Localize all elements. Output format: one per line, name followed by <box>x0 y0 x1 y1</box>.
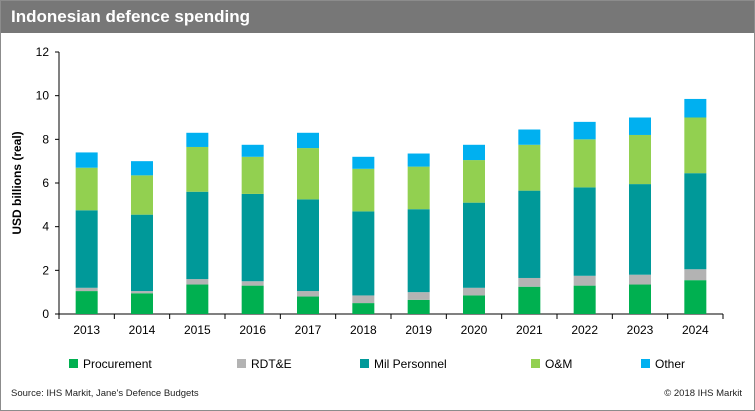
bar-o-m-2023 <box>629 134 651 185</box>
x-tick-label: 2024 <box>682 323 709 337</box>
x-tick-label: 2016 <box>239 323 266 337</box>
bar-procurement-2024 <box>684 280 707 314</box>
bar-o-m-2024 <box>684 117 707 174</box>
bar-other-2013 <box>75 152 98 168</box>
x-tick-label: 2022 <box>571 323 598 337</box>
bar-o-m-2017 <box>297 148 319 200</box>
copyright-note: © 2018 IHS Markit <box>664 388 742 399</box>
bar-o-m-2013 <box>75 167 98 211</box>
title-bar: Indonesian defence spending <box>1 1 754 33</box>
legend-label: O&M <box>545 357 572 371</box>
bar-procurement-2013 <box>75 291 98 314</box>
bar-rdt-e-2018 <box>352 295 375 304</box>
x-tick-label: 2014 <box>129 323 156 337</box>
bar-o-m-2018 <box>352 168 375 212</box>
bar-procurement-2014 <box>131 293 153 314</box>
bar-procurement-2022 <box>573 285 596 314</box>
x-tick-label: 2013 <box>73 323 100 337</box>
bar-mil-personnel-2017 <box>297 199 319 292</box>
bar-other-2022 <box>573 121 596 140</box>
x-tick-label: 2021 <box>516 323 543 337</box>
bar-other-2021 <box>518 129 541 145</box>
legend-label: Mil Personnel <box>374 357 447 371</box>
bar-procurement-2015 <box>186 284 209 314</box>
bar-procurement-2016 <box>241 285 264 314</box>
bar-rdt-e-2021 <box>518 277 541 287</box>
bar-mil-personnel-2023 <box>629 184 651 275</box>
legend-swatch <box>360 359 369 368</box>
x-tick-label: 2019 <box>405 323 432 337</box>
x-tick-label: 2017 <box>295 323 322 337</box>
x-tick-label: 2023 <box>627 323 654 337</box>
bar-mil-personnel-2024 <box>684 173 707 270</box>
chart-title: Indonesian defence spending <box>11 7 250 26</box>
bar-mil-personnel-2014 <box>131 214 153 292</box>
bar-rdt-e-2019 <box>407 292 430 300</box>
legend-swatch <box>237 359 246 368</box>
bar-mil-personnel-2020 <box>463 202 485 288</box>
y-tick-label: 2 <box>42 263 49 277</box>
bar-o-m-2016 <box>241 156 264 194</box>
bar-o-m-2019 <box>407 166 430 210</box>
bar-rdt-e-2015 <box>186 279 209 285</box>
bar-mil-personnel-2016 <box>241 193 264 282</box>
bar-mil-personnel-2015 <box>186 191 209 280</box>
bar-o-m-2021 <box>518 144 541 191</box>
bar-rdt-e-2017 <box>297 291 319 297</box>
bar-other-2014 <box>131 161 153 176</box>
bar-rdt-e-2024 <box>684 269 707 281</box>
y-tick-label: 10 <box>36 89 50 103</box>
y-tick-label: 12 <box>36 45 50 59</box>
bar-rdt-e-2022 <box>573 275 596 286</box>
bar-o-m-2022 <box>573 139 596 188</box>
bar-other-2020 <box>463 144 485 161</box>
bar-other-2015 <box>186 132 209 147</box>
x-tick-label: 2015 <box>184 323 211 337</box>
bar-mil-personnel-2021 <box>518 190 541 278</box>
bar-other-2023 <box>629 117 651 135</box>
x-tick-label: 2018 <box>350 323 377 337</box>
y-tick-label: 8 <box>42 132 49 146</box>
bar-rdt-e-2016 <box>241 281 264 286</box>
x-tick-label: 2020 <box>461 323 488 337</box>
y-tick-label: 0 <box>42 307 49 321</box>
source-note: Source: IHS Markit, Jane's Defence Budge… <box>11 388 199 399</box>
bar-mil-personnel-2018 <box>352 211 375 296</box>
bar-other-2024 <box>684 98 707 118</box>
legend-label: Other <box>655 357 685 371</box>
bar-mil-personnel-2019 <box>407 209 430 293</box>
legend-label: Procurement <box>83 357 152 371</box>
y-tick-label: 6 <box>42 176 49 190</box>
bar-procurement-2021 <box>518 286 541 314</box>
bar-rdt-e-2014 <box>131 291 153 294</box>
legend-swatch <box>531 359 540 368</box>
bar-other-2018 <box>352 156 375 169</box>
bar-rdt-e-2020 <box>463 287 485 296</box>
legend-swatch <box>641 359 650 368</box>
y-tick-label: 4 <box>42 220 49 234</box>
y-axis-label: USD billions (real) <box>10 131 24 234</box>
bar-rdt-e-2023 <box>629 274 651 285</box>
chart-area: 0 2 4 6 8 10 12 USD billions (real) 2013 2014 2015… <box>10 45 724 371</box>
bar-other-2017 <box>297 132 319 149</box>
bar-mil-personnel-2013 <box>75 210 98 288</box>
bar-procurement-2023 <box>629 284 651 314</box>
bar-rdt-e-2013 <box>75 287 98 292</box>
bar-procurement-2020 <box>463 295 485 314</box>
bar-o-m-2015 <box>186 146 209 192</box>
legend-label: RDT&E <box>251 357 292 371</box>
bar-procurement-2018 <box>352 303 375 314</box>
bar-procurement-2019 <box>407 299 430 314</box>
bar-other-2016 <box>241 144 264 157</box>
bar-mil-personnel-2022 <box>573 187 596 276</box>
bar-other-2019 <box>407 153 430 167</box>
bar-o-m-2020 <box>463 160 485 203</box>
bar-procurement-2017 <box>297 296 319 314</box>
legend-swatch <box>69 359 78 368</box>
bar-o-m-2014 <box>131 175 153 215</box>
